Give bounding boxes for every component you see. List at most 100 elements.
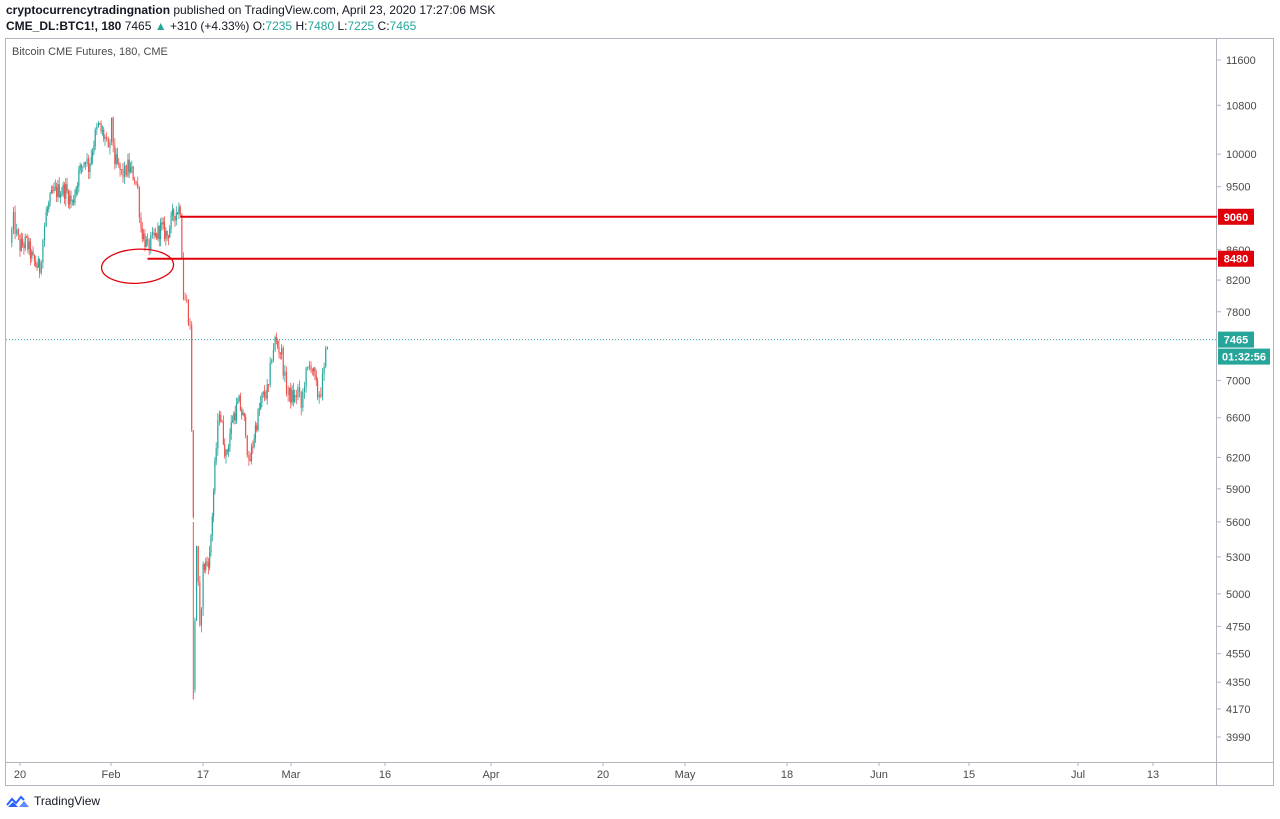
- annotations-layer: [6, 215, 1217, 341]
- symbol-label[interactable]: CME_DL:BTC1!, 180: [6, 19, 122, 33]
- candle-body: [17, 229, 19, 236]
- candle-body: [11, 228, 13, 243]
- candle-body: [61, 193, 63, 195]
- candle-body: [143, 233, 145, 239]
- candle-body: [277, 341, 279, 348]
- candle-body: [70, 195, 72, 202]
- candle-body: [109, 141, 111, 148]
- author-name[interactable]: cryptocurrencytradingnation: [6, 3, 171, 17]
- candle-body: [86, 158, 88, 165]
- time-axis[interactable]: 20 Feb 17 Mar 16 Apr 20 May 18 Jun 15 Jul 13: [14, 762, 1159, 781]
- tradingview-logo-icon: [6, 795, 29, 807]
- candle-body: [315, 375, 317, 381]
- candle-body: [237, 402, 239, 404]
- candle-body: [66, 184, 68, 192]
- candle-body: [162, 222, 164, 225]
- candle-body: [241, 410, 243, 416]
- candle-body: [120, 169, 122, 170]
- published-text: published on TradingView.com, April 23, …: [173, 3, 496, 17]
- candle-body: [191, 324, 193, 431]
- candle-body: [99, 122, 101, 124]
- candle-body: [318, 394, 320, 398]
- candle-body: [170, 214, 172, 229]
- y-tick-label: 4550: [1226, 649, 1250, 661]
- y-tick-label: 7800: [1226, 307, 1250, 319]
- candle-body: [83, 162, 85, 167]
- x-tick-label: Mar: [282, 769, 301, 781]
- candle-body: [184, 299, 186, 301]
- y-tick-label: 6600: [1226, 413, 1250, 425]
- brand-label: TradingView: [34, 794, 101, 808]
- candle-body: [321, 373, 324, 397]
- candle-body: [297, 387, 299, 397]
- candle-body: [209, 552, 211, 568]
- candle-body: [266, 384, 268, 399]
- candle-body: [211, 516, 213, 536]
- candle-body: [36, 265, 38, 268]
- circle-annotation[interactable]: [100, 247, 175, 285]
- x-tick-label: Jun: [870, 769, 888, 781]
- candle-body: [151, 232, 154, 235]
- candle-body: [131, 166, 133, 168]
- candle-body: [245, 416, 247, 436]
- candle-body: [167, 235, 170, 238]
- candle-body: [278, 347, 280, 353]
- candle-body: [313, 367, 315, 372]
- candle-body: [228, 446, 230, 452]
- candle-body: [115, 154, 117, 165]
- candle-body: [310, 365, 312, 370]
- candle-body: [124, 165, 126, 178]
- tradingview-brand[interactable]: TradingView: [6, 794, 100, 808]
- candle-body: [144, 233, 146, 248]
- candle-body: [314, 367, 316, 376]
- candle-body: [233, 413, 235, 421]
- candle-body: [253, 438, 255, 447]
- candle-body: [84, 162, 86, 165]
- candle-body: [212, 491, 215, 517]
- candle-body: [279, 352, 281, 355]
- candle-body: [243, 412, 245, 417]
- candle-body: [186, 299, 188, 301]
- candle-body: [298, 387, 301, 392]
- candle-body: [154, 233, 156, 236]
- candle-body: [207, 562, 209, 568]
- x-tick-label: 20: [597, 769, 609, 781]
- candle-body: [187, 300, 190, 325]
- high-value: 7480: [307, 19, 335, 33]
- candle-body: [262, 391, 264, 394]
- candle-body: [230, 422, 232, 435]
- candle-body: [46, 208, 49, 212]
- candle-body: [133, 179, 136, 182]
- candle-body: [308, 365, 310, 367]
- candle-body: [218, 414, 221, 421]
- x-tick-label: May: [675, 769, 696, 781]
- y-tick-label: 5000: [1226, 589, 1250, 601]
- candle-body: [307, 366, 309, 369]
- candle-body: [325, 348, 327, 367]
- candle-body: [23, 245, 25, 248]
- candle-body: [101, 130, 104, 132]
- candle-body: [291, 390, 293, 403]
- candle-body: [45, 211, 47, 227]
- y-tick-label: 5600: [1226, 517, 1250, 529]
- y-tick-label: 3990: [1226, 732, 1250, 744]
- price-axis[interactable]: 1160010800100009500860082007800700066006…: [1217, 55, 1257, 744]
- candle-body: [116, 154, 119, 163]
- x-tick-label: 13: [1147, 769, 1159, 781]
- x-tick-label: 17: [197, 769, 209, 781]
- candle-body: [217, 420, 219, 449]
- candle-body: [199, 581, 201, 626]
- candle-body: [254, 425, 257, 439]
- y-tick-label: 11600: [1226, 55, 1256, 67]
- candle-body: [300, 391, 302, 408]
- candle-body: [234, 413, 236, 421]
- candle-body: [82, 166, 84, 168]
- candle-body: [281, 347, 283, 355]
- candle-body: [52, 190, 54, 192]
- candle-body: [249, 459, 251, 462]
- candle-body: [261, 393, 263, 403]
- candle-body: [100, 123, 102, 132]
- candle-body: [33, 254, 35, 261]
- candle-body: [25, 236, 28, 238]
